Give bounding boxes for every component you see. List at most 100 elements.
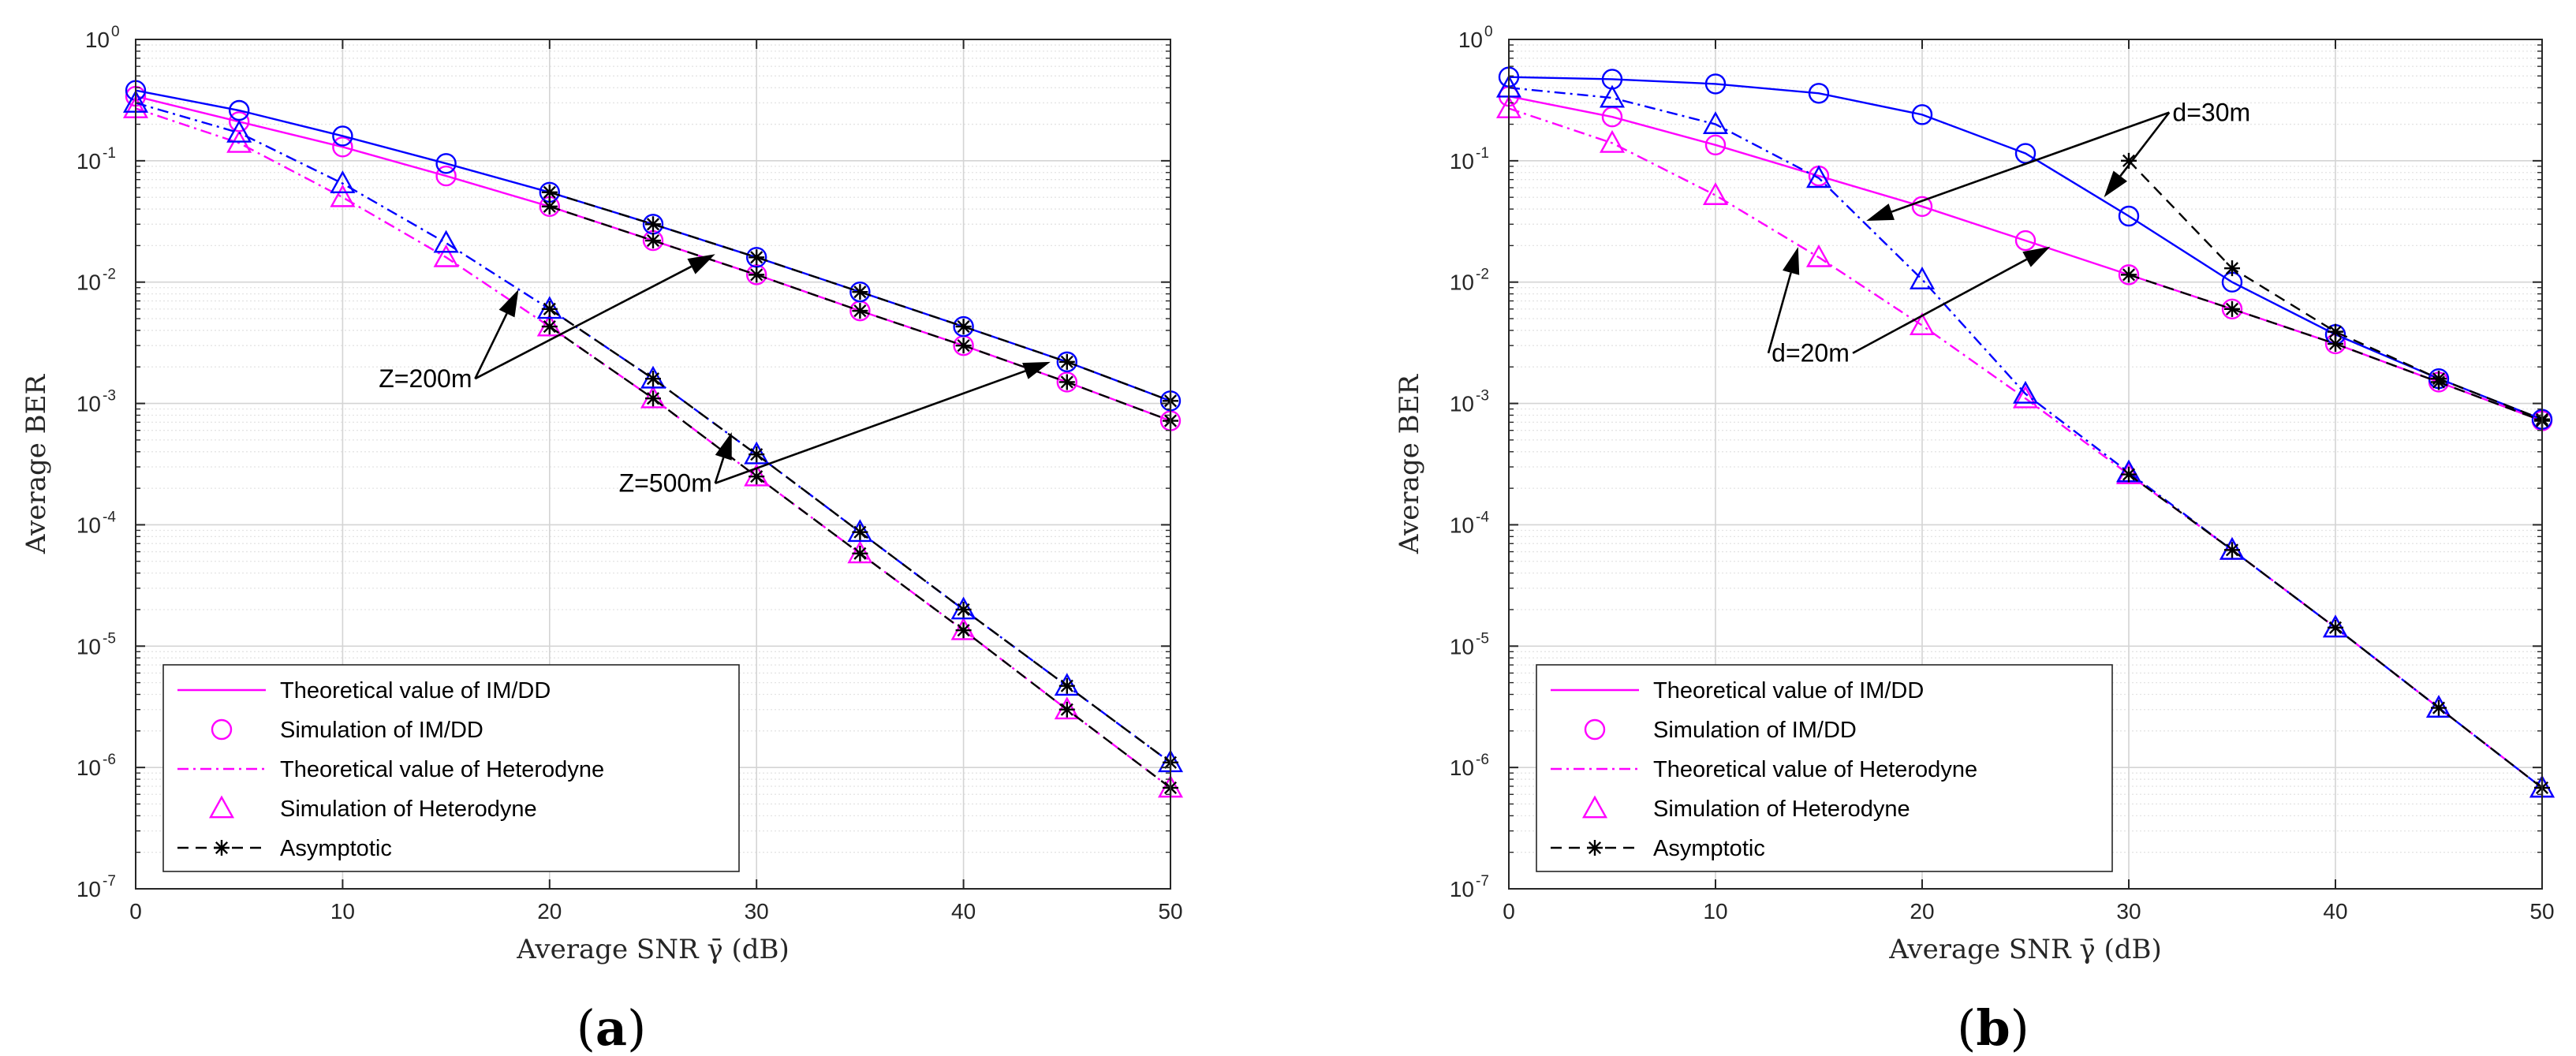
legend-marker-circle	[1584, 718, 1606, 741]
data-point-star	[852, 284, 868, 300]
series-im-dd-theory-d-30m	[1508, 76, 2543, 420]
data-point-triangle	[1702, 182, 1729, 205]
data-point-triangle	[950, 617, 976, 640]
y-tick-label: 10	[1450, 149, 1474, 174]
x-tick-label: 20	[1910, 899, 1934, 924]
data-point-star	[2121, 466, 2137, 483]
x-axis-label: Average SNR γ̄ (dB)	[1888, 934, 2162, 965]
data-point-star	[749, 267, 765, 283]
data-point-triangle	[744, 441, 770, 465]
y-tick-exponent: -6	[103, 752, 116, 768]
y-tick-exponent: -7	[1476, 873, 1489, 890]
annotation-arrowhead	[687, 254, 715, 274]
data-point-triangle	[640, 385, 666, 409]
annotation-arrowhead	[1022, 361, 1051, 379]
annotation-arrow-line	[474, 265, 693, 380]
data-point-star	[852, 524, 868, 540]
data-point-triangle	[847, 519, 873, 543]
y-tick-label: 10	[1450, 271, 1474, 295]
x-tick-label: 40	[951, 899, 976, 924]
legend-marker-triangle	[1581, 795, 1608, 819]
data-point-triangle	[433, 229, 459, 253]
legend-label: Asymptotic	[1653, 836, 1765, 861]
data-point-star	[749, 446, 765, 463]
y-tick-label: 10	[1450, 392, 1474, 416]
legend-label: Theoretical value of Heterodyne	[280, 757, 604, 782]
x-tick-label: 10	[1703, 899, 1727, 924]
legend-entry: Theoretical value of Heterodyne	[177, 757, 604, 782]
x-tick-label: 50	[2529, 899, 2554, 924]
data-point-star	[1058, 677, 1075, 694]
data-point-star	[852, 303, 868, 319]
data-point-circle	[435, 153, 457, 174]
data-point-circle	[849, 281, 871, 303]
data-point-circle	[953, 315, 974, 338]
y-tick-exponent: -6	[1476, 752, 1489, 768]
data-point-star	[955, 601, 972, 618]
axes-frame	[1508, 39, 2543, 890]
annotation-label: Z=500m	[619, 469, 712, 498]
data-point-star	[1058, 353, 1075, 370]
legend-entry: Theoretical value of IM/DD	[177, 678, 551, 703]
y-tick-exponent: -5	[103, 630, 116, 647]
y-tick-exponent: 0	[1484, 24, 1493, 40]
data-point-star	[541, 300, 558, 317]
data-point-circle	[2221, 298, 2243, 320]
data-point-star	[645, 371, 661, 387]
series-line	[1508, 107, 2543, 789]
data-point-circle	[746, 264, 767, 285]
data-point-circle	[332, 125, 353, 147]
legend-marker-star	[214, 840, 230, 856]
series-line	[1508, 76, 2543, 420]
data-point-triangle	[847, 540, 873, 564]
y-tick-label: 10	[77, 756, 101, 780]
annotation-1: d=20m	[1767, 246, 2051, 368]
y-tick-label: 10	[77, 271, 101, 295]
data-point-circle	[435, 165, 457, 187]
annotation-arrowhead	[498, 289, 519, 318]
y-tick-label: 10	[1450, 634, 1474, 659]
data-point-circle	[1808, 83, 1830, 104]
data-point-triangle	[1702, 111, 1729, 134]
data-point-triangle	[640, 365, 666, 389]
series-heterodyne-theory-d-20m	[1508, 107, 2543, 789]
legend: Theoretical value of IM/DD Simulation of …	[1536, 664, 2113, 872]
legend-label: Simulation of IM/DD	[280, 718, 483, 743]
legend-entry: Theoretical value of IM/DD	[1551, 678, 1924, 703]
legend-label: Asymptotic	[280, 836, 392, 861]
annotation-arrowhead	[1783, 247, 1800, 275]
data-point-star	[1058, 374, 1075, 390]
y-tick-exponent: -4	[1476, 509, 1489, 525]
data-point-star	[645, 216, 661, 233]
x-tick-label: 30	[2116, 899, 2141, 924]
data-point-triangle	[1054, 673, 1080, 696]
x-tick-label: 0	[1503, 899, 1515, 924]
y-tick-label: 10	[1458, 28, 1483, 52]
annotation-arrow-line	[715, 370, 1026, 484]
data-point-circle	[2118, 264, 2140, 285]
data-point-circle	[1911, 196, 1933, 218]
y-tick-label: 10	[1450, 756, 1474, 780]
data-point-star	[541, 319, 558, 335]
legend-entry: Asymptotic	[177, 836, 392, 861]
y-tick-exponent: -2	[103, 267, 116, 283]
data-point-triangle	[330, 170, 356, 194]
legend-marker-circle	[211, 718, 233, 741]
data-point-triangle	[1599, 84, 1626, 108]
y-tick-exponent: -7	[103, 873, 116, 890]
y-tick-exponent: -2	[1476, 267, 1489, 283]
x-tick-label: 30	[745, 899, 769, 924]
data-point-triangle	[1599, 129, 1626, 153]
data-point-triangle	[1054, 696, 1080, 720]
data-point-star	[749, 249, 765, 266]
annotation-0: d=30m	[1866, 99, 2250, 221]
legend-entry: Simulation of IM/DD	[211, 718, 483, 743]
legend-label: Theoretical value of IM/DD	[280, 678, 551, 703]
y-tick-label: 10	[77, 877, 101, 901]
data-point-star	[749, 468, 765, 485]
data-point-triangle	[2322, 614, 2349, 638]
data-point-triangle	[536, 296, 562, 319]
caption-a: (a)	[577, 999, 647, 1056]
